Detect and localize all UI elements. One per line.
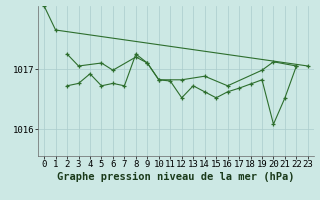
X-axis label: Graphe pression niveau de la mer (hPa): Graphe pression niveau de la mer (hPa) [57,172,295,182]
